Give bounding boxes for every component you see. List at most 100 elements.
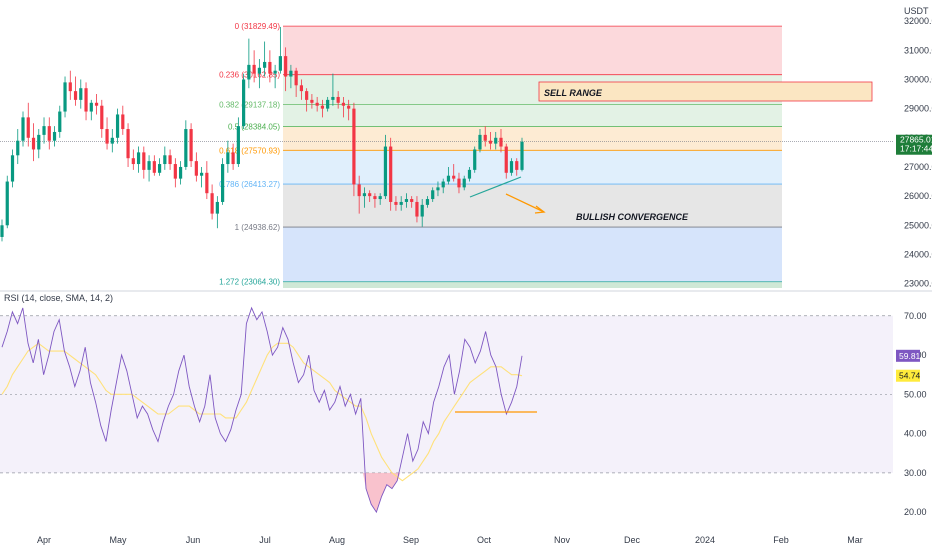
candle-body <box>362 193 367 197</box>
candle-countdown: 17:17:44 <box>900 144 932 154</box>
candle-body <box>79 88 83 100</box>
candle-body <box>126 129 130 159</box>
fib-label-1.272: 1.272 (23064.30) <box>219 278 280 287</box>
candle-body <box>326 99 330 109</box>
candle-body <box>452 175 456 179</box>
candle-body <box>446 175 451 182</box>
time-tick-label: Oct <box>477 535 492 545</box>
candle-body <box>163 155 167 165</box>
price-tick-label: 27000.00 <box>904 162 932 172</box>
candle-body <box>142 152 146 170</box>
sell-range-box[interactable] <box>538 81 873 102</box>
candle-body <box>462 178 466 188</box>
rsi-value-tag: 59.81 <box>896 349 921 362</box>
price-tick-label: 32000.00 <box>904 16 932 26</box>
price-tick-label: 26000.00 <box>904 191 932 201</box>
candle-body <box>247 64 251 80</box>
candle-body <box>257 67 261 74</box>
candle-body <box>499 137 503 147</box>
candle-body <box>457 178 461 188</box>
candle-body <box>215 201 219 214</box>
candle-body <box>110 137 114 144</box>
rsi-tick-label: 40.00 <box>904 429 927 439</box>
candle-body <box>231 152 235 165</box>
candle-body <box>52 131 57 141</box>
rsi-tick-label: 50.00 <box>904 389 927 399</box>
time-tick-label: Feb <box>773 535 789 545</box>
candle-body <box>467 169 472 179</box>
price-tick-label: 31000.00 <box>904 45 932 55</box>
candle-body <box>341 102 346 106</box>
candle-body <box>10 155 15 182</box>
rsi-line <box>1 306 523 514</box>
candle-body <box>289 70 293 77</box>
currency-label: USDT <box>904 6 929 16</box>
price-tick-label: 29000.00 <box>904 104 932 114</box>
rsi-title: RSI (14, close, SMA, 14, 2) <box>4 293 113 303</box>
candle-body <box>5 181 9 226</box>
price-tick-label: 23000.00 <box>904 279 932 289</box>
fibonacci-retracement[interactable] <box>283 25 782 288</box>
fib-label-1: 1 (24938.62) <box>235 223 281 232</box>
candle-body <box>242 79 246 127</box>
fib-zone-0.786 <box>283 184 782 228</box>
time-tick-label: Jul <box>259 535 271 545</box>
candle-body <box>194 161 198 176</box>
candle-body <box>478 134 482 150</box>
candle-body <box>42 126 46 135</box>
candle-body <box>47 126 51 141</box>
candle-body <box>173 164 177 179</box>
candle-body <box>373 196 377 200</box>
candle-body <box>420 204 424 217</box>
candle-body <box>515 161 519 170</box>
candle-body <box>473 149 477 170</box>
candle-body <box>184 129 188 167</box>
candle-body <box>157 164 162 173</box>
candle-body <box>136 152 141 165</box>
fib-zone-1 <box>283 227 782 282</box>
time-tick-label: Jun <box>186 535 201 545</box>
candle-body <box>310 99 314 103</box>
price-tick-label: 30000.00 <box>904 74 932 84</box>
candle-body <box>273 70 277 74</box>
candle-body <box>189 129 193 162</box>
candle-body <box>89 102 93 112</box>
candle-body <box>152 161 156 173</box>
candle-body <box>305 91 309 100</box>
candle-body <box>263 61 267 68</box>
price-pane[interactable]: 0 (31829.49)0.236 (30162.85)0.382 (29137… <box>0 22 893 288</box>
rsi-pane[interactable]: RSI (14, close, SMA, 14, 2) <box>0 293 893 514</box>
candle-body <box>58 111 62 132</box>
candle-body <box>284 56 288 77</box>
candle-body <box>268 61 272 74</box>
last-price-tag: 27865.01 17:17:44 <box>896 134 932 155</box>
fib-label-0.786: 0.786 (26413.27) <box>219 180 280 189</box>
rsi-oversold-fill <box>362 472 401 513</box>
fib-zone-0.5 <box>283 126 782 151</box>
support-trendline[interactable] <box>469 176 522 198</box>
time-axis[interactable]: Apr May Jun Jul Aug Sep Oct Nov Dec 2024 Feb Mar <box>37 535 863 545</box>
candle-body <box>84 88 88 112</box>
candle-body <box>415 201 419 217</box>
candle-body <box>431 190 435 200</box>
candle-body <box>68 82 72 92</box>
price-tick-label: 25000.00 <box>904 220 932 230</box>
candle-body <box>378 196 382 200</box>
projection-arrow[interactable] <box>505 193 545 213</box>
candle-body <box>425 199 430 205</box>
candle-body <box>226 152 230 165</box>
candle-body <box>520 141 524 170</box>
fib-label-0.5: 0.5 (28384.05) <box>228 123 280 132</box>
price-tick-label: 24000.00 <box>904 249 932 259</box>
candle-body <box>331 96 335 100</box>
candle-body <box>399 201 403 205</box>
candle-body <box>488 140 493 144</box>
candle-body <box>404 199 409 202</box>
candle-body <box>168 155 172 165</box>
sma-value-tag: 54.74 <box>896 369 921 382</box>
candle-body <box>410 199 414 202</box>
candle-body <box>299 85 303 92</box>
fib-zone-0.618 <box>283 150 782 185</box>
